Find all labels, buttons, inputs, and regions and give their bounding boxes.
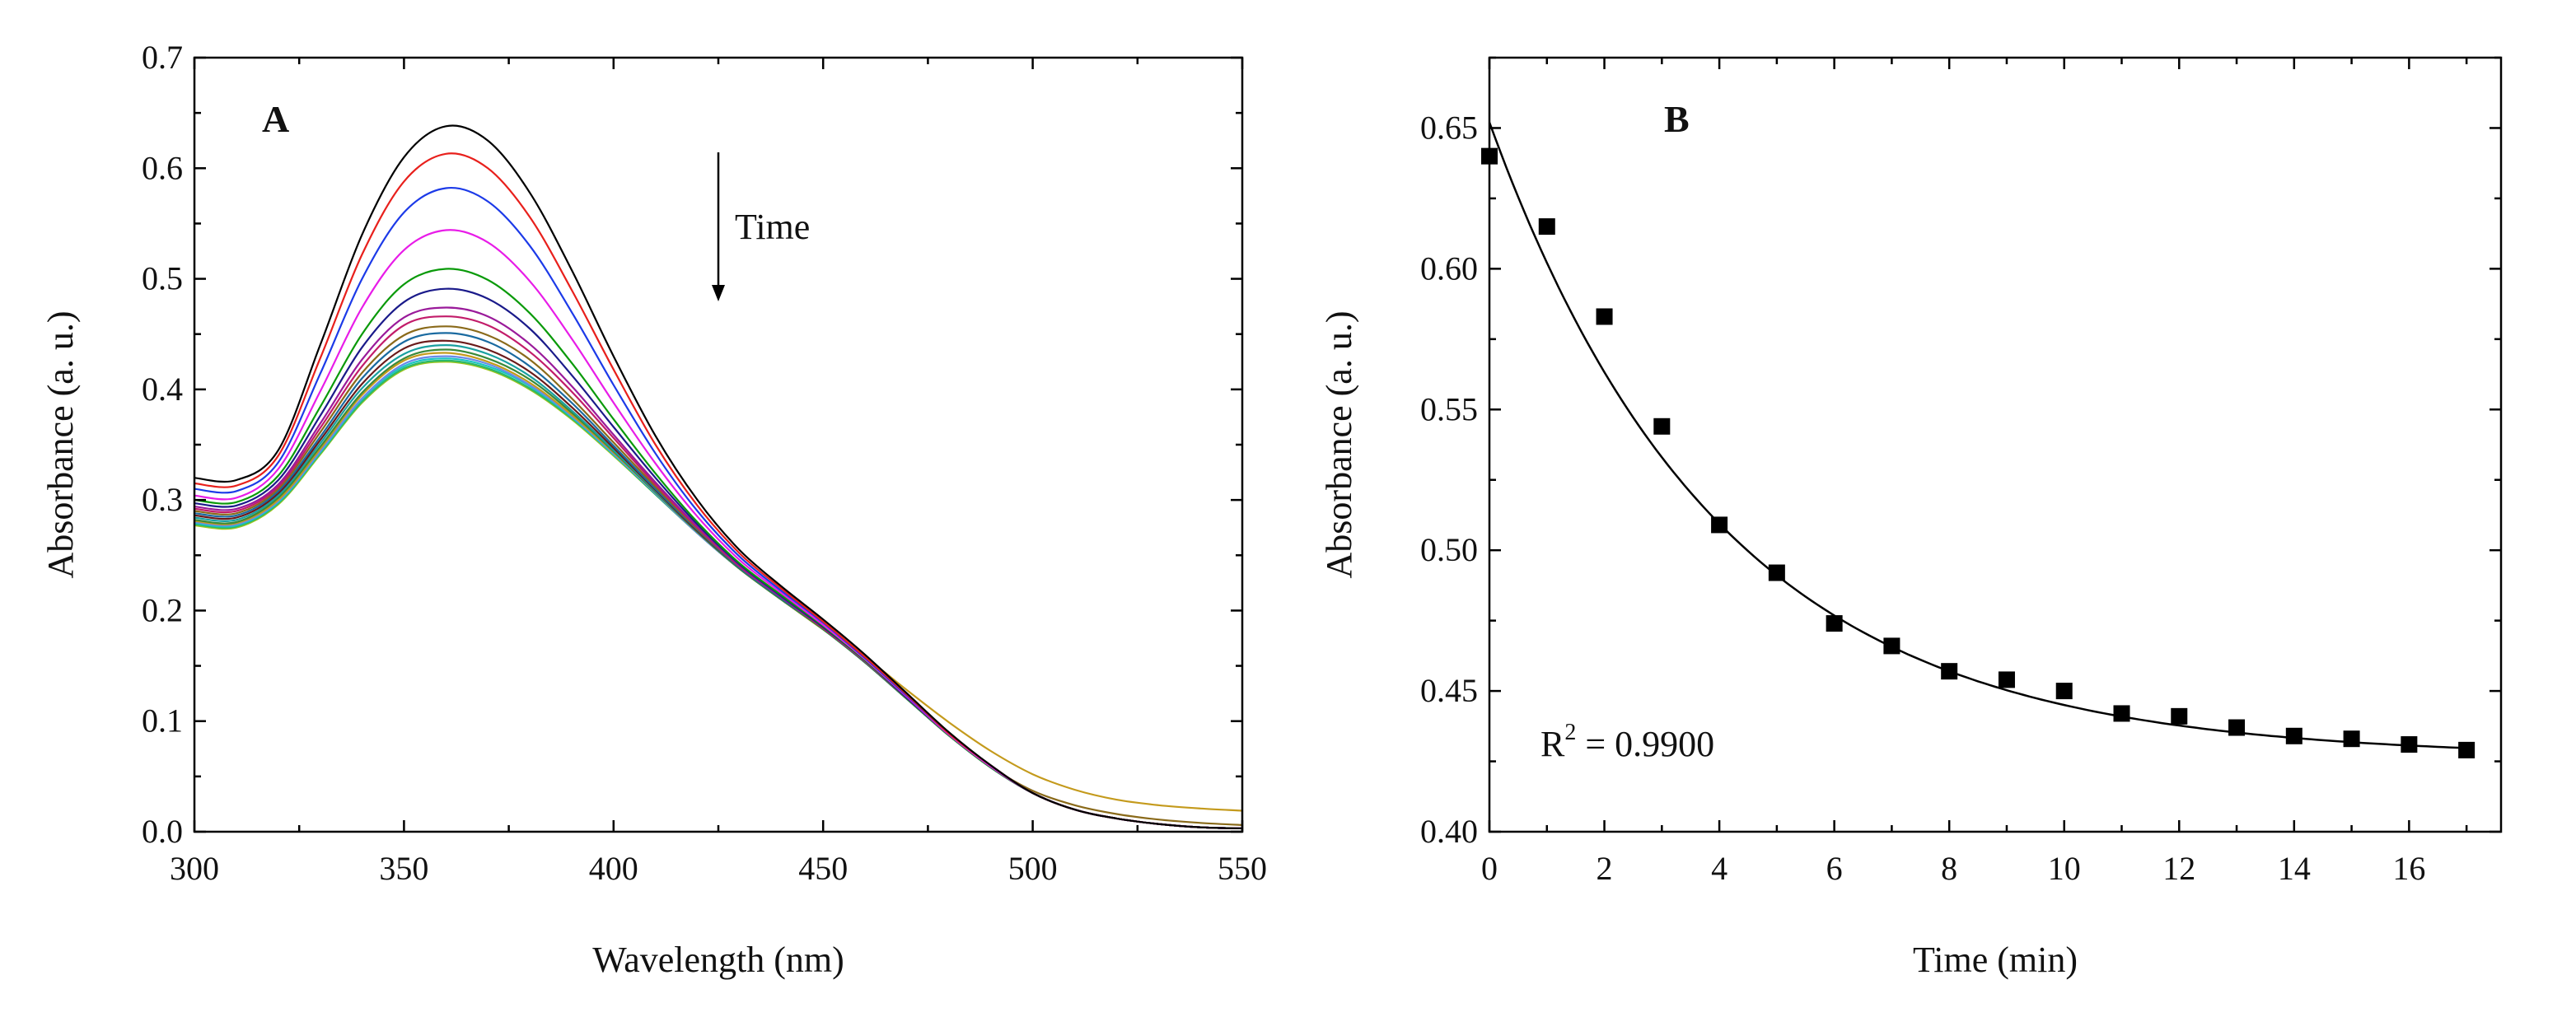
r-squared-superscript: 2 bbox=[1564, 720, 1576, 745]
panel-a-y-tick-label: 0.2 bbox=[142, 591, 183, 628]
spectrum-line-t16 bbox=[194, 359, 1243, 830]
panel-b-y-tick-label: 0.50 bbox=[1420, 531, 1478, 568]
panel-a-y-tick-label: 0.4 bbox=[142, 371, 183, 408]
data-point bbox=[1538, 218, 1555, 236]
data-point bbox=[1998, 671, 2015, 688]
data-point bbox=[1711, 516, 1728, 534]
panel-b-label: B bbox=[1664, 98, 1690, 140]
panel-b-x-tick-label: 6 bbox=[1826, 850, 1843, 887]
panel-b-kinetics: 0 2 4 6 8 10 12 14 160.400.450.500.550.600.65 B … bbox=[1319, 56, 2503, 980]
panel-b-x-tick-label: 2 bbox=[1597, 850, 1613, 887]
panel-b-y-tick-label: 0.45 bbox=[1420, 672, 1478, 709]
panel-a-label: A bbox=[262, 98, 289, 140]
spectrum-line-t17 bbox=[194, 361, 1243, 830]
panel-a-x-tick-label: 450 bbox=[798, 850, 848, 887]
spectrum-line-t11 bbox=[194, 343, 1243, 830]
time-annotation: Time bbox=[735, 207, 810, 247]
r-squared-annotation: R2 = 0.9900 bbox=[1540, 720, 1714, 764]
data-point bbox=[1941, 663, 1958, 680]
panel-a-series-group bbox=[194, 124, 1243, 830]
panel-a-x-tick-label: 400 bbox=[589, 850, 638, 887]
data-point bbox=[2055, 683, 2073, 700]
panel-b-axis-ticks: 0 2 4 6 8 10 12 14 16 0.40 0.45 0.50 0.55 0.60 0.65 bbox=[1420, 56, 2501, 887]
data-point bbox=[2343, 730, 2360, 748]
panel-a-y-tick-label: 0.3 bbox=[142, 481, 183, 518]
panel-a-y-tick-label: 0.6 bbox=[142, 149, 183, 186]
panel-b-y-tick-label: 0.60 bbox=[1420, 250, 1478, 287]
panel-b-y-tick-label: 0.55 bbox=[1420, 390, 1478, 427]
spectrum-line-t3 bbox=[194, 229, 1243, 830]
panel-a-axis-ticks: 300 350 400 450 500 550 0.0 0.1 0.2 0.3 0.4 0.5 0.6 0… bbox=[142, 39, 1267, 887]
spectrum-line-t13 bbox=[194, 352, 1243, 812]
data-point bbox=[2113, 705, 2130, 722]
data-point bbox=[1883, 637, 1900, 655]
data-point bbox=[2171, 707, 2188, 725]
r-squared-base: R bbox=[1540, 724, 1565, 764]
spectrum-line-t12 bbox=[194, 348, 1243, 830]
panel-b-x-tick-label: 16 bbox=[2392, 850, 2425, 887]
spectrum-line-t14 bbox=[194, 355, 1243, 830]
panel-b-x-tick-label: 0 bbox=[1481, 850, 1498, 887]
panel-a-x-tick-label: 350 bbox=[379, 850, 428, 887]
panel-a-y-tick-label: 0.7 bbox=[142, 39, 183, 76]
data-point bbox=[2401, 736, 2418, 753]
data-point bbox=[2228, 719, 2246, 736]
data-point bbox=[1826, 615, 1843, 632]
r-squared-value: = 0.9900 bbox=[1576, 724, 1714, 764]
data-point bbox=[1653, 418, 1671, 435]
panel-a-y-tick-label: 0.0 bbox=[142, 813, 183, 850]
panel-a-y-axis-title: Absorbance (a. u.) bbox=[40, 311, 81, 579]
panel-a-x-tick-label: 300 bbox=[170, 850, 219, 887]
panel-a-y-tick-label: 0.5 bbox=[142, 260, 183, 297]
data-point bbox=[1768, 564, 1785, 581]
data-point bbox=[1596, 308, 1613, 325]
panel-a-x-axis-title: Wavelength (nm) bbox=[592, 940, 844, 980]
panel-b-x-tick-label: 12 bbox=[2162, 850, 2195, 887]
panel-b-data-points bbox=[1481, 147, 2475, 758]
time-arrow-head bbox=[712, 285, 725, 301]
panel-b-y-tick-label: 0.65 bbox=[1420, 109, 1478, 146]
panel-b-y-tick-label: 0.40 bbox=[1420, 813, 1478, 850]
panel-b-x-tick-label: 14 bbox=[2278, 850, 2311, 887]
data-point bbox=[2458, 741, 2475, 758]
panel-b-x-tick-label: 8 bbox=[1941, 850, 1957, 887]
panel-b-plot-frame bbox=[1488, 56, 2503, 833]
panel-b-x-tick-label: 4 bbox=[1711, 850, 1727, 887]
spectrum-line-t0 bbox=[194, 124, 1243, 830]
panel-b-x-tick-label: 10 bbox=[2048, 850, 2081, 887]
panel-a-x-tick-label: 500 bbox=[1008, 850, 1058, 887]
panel-a-y-tick-label: 0.1 bbox=[142, 702, 183, 739]
panel-b-fit-curve bbox=[1488, 122, 2467, 749]
data-point bbox=[2285, 727, 2303, 744]
panel-a-x-tick-label: 550 bbox=[1218, 850, 1267, 887]
panel-b-y-axis-title: Absorbance (a. u.) bbox=[1319, 311, 1359, 579]
panel-b-x-axis-title: Time (min) bbox=[1913, 940, 2078, 980]
spectrum-line-t15 bbox=[194, 357, 1243, 830]
panel-a-uv-vis-spectra: 300 350 400 450 500 550 0.0 0.1 0.2 0.3 0.4 0.5 0.6 0… bbox=[40, 39, 1267, 980]
spectrum-line-t5 bbox=[194, 287, 1243, 830]
